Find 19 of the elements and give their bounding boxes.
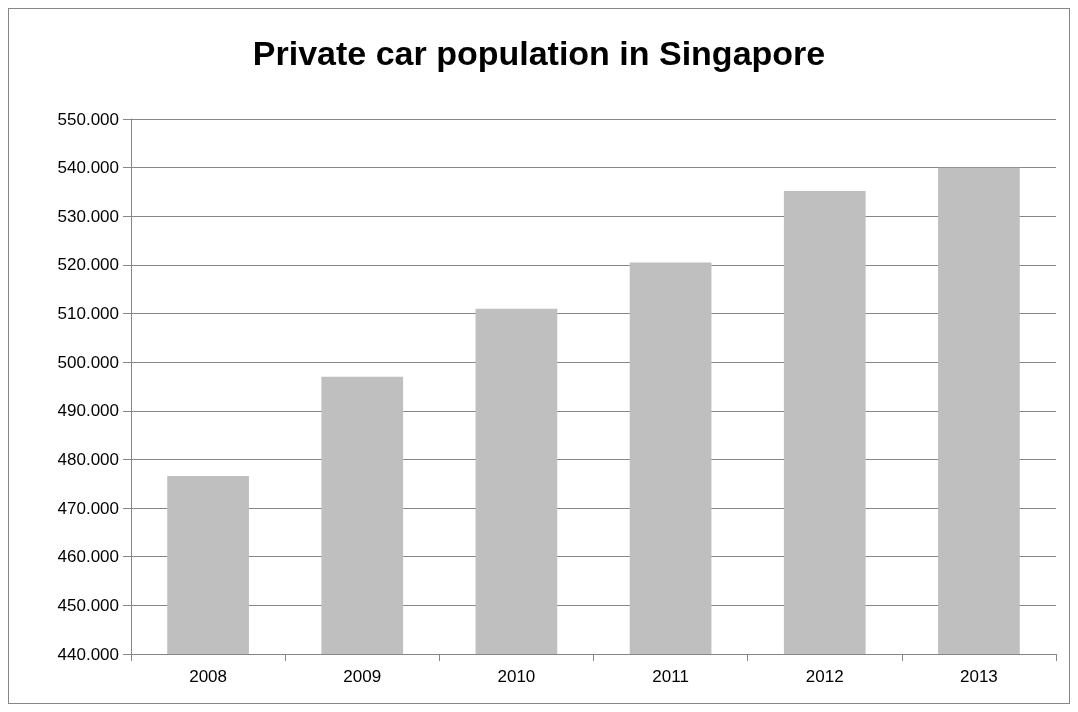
y-tick-label: 530.000 bbox=[57, 206, 119, 226]
y-tick-label: 490.000 bbox=[57, 401, 119, 421]
x-tick-label: 2009 bbox=[343, 667, 382, 686]
x-tick-label: 2011 bbox=[652, 667, 689, 686]
y-tick-label: 470.000 bbox=[57, 498, 119, 518]
y-tick-label: 480.000 bbox=[57, 449, 119, 469]
y-tick-label: 520.000 bbox=[57, 255, 119, 275]
y-tick-label: 460.000 bbox=[57, 547, 119, 567]
chart-title: Private car population in Singapore bbox=[252, 34, 826, 72]
x-tick-label: 2008 bbox=[189, 667, 227, 686]
y-tick-label: 510.000 bbox=[57, 304, 119, 324]
x-tick-label: 2013 bbox=[960, 667, 998, 686]
x-tick-label: 2012 bbox=[805, 667, 844, 686]
y-tick-label: 440.000 bbox=[57, 644, 119, 664]
y-tick-label: 550.000 bbox=[57, 109, 119, 129]
y-tick-label: 540.000 bbox=[57, 158, 119, 178]
y-tick-label: 450.000 bbox=[57, 595, 119, 615]
y-tick-label: 500.000 bbox=[57, 352, 119, 372]
x-tick-label: 2010 bbox=[497, 667, 536, 686]
